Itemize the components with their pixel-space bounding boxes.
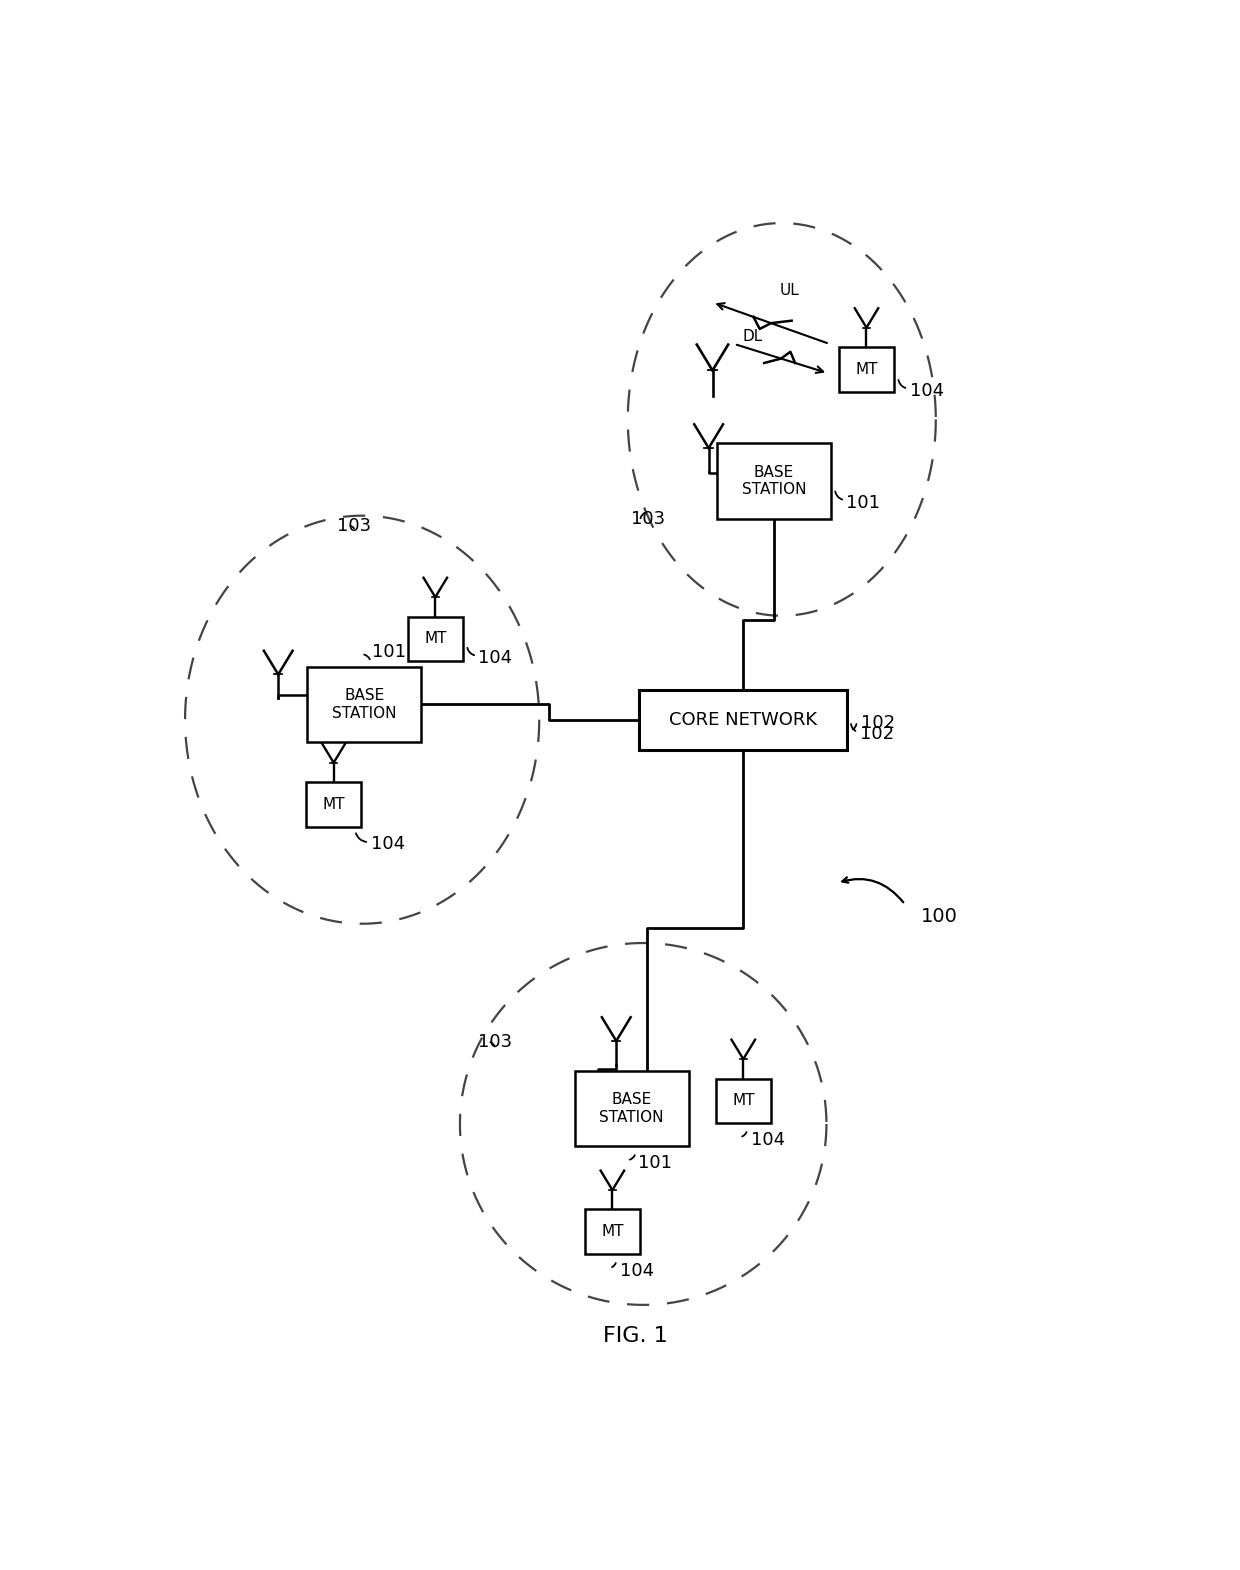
Bar [715,1079,771,1123]
Text: FIG. 1: FIG. 1 [603,1325,668,1345]
Text: MT: MT [601,1225,624,1239]
Text: BASE
STATION: BASE STATION [599,1093,663,1124]
Bar [585,1209,640,1254]
Text: DL: DL [743,328,763,344]
Bar [640,689,847,750]
Text: 104: 104 [910,382,944,400]
Text: UL: UL [780,283,800,298]
Bar [408,617,463,661]
Text: MT: MT [732,1093,755,1108]
Text: MT: MT [856,361,878,377]
Text: 104: 104 [371,835,404,853]
Text: 100: 100 [920,906,957,926]
Bar [308,667,422,743]
Bar [574,1071,688,1146]
Text: MT: MT [322,798,345,812]
Text: MT: MT [424,631,446,647]
Text: 104: 104 [620,1262,655,1280]
Text: 103: 103 [631,510,665,529]
Text: 103: 103 [479,1033,512,1050]
Text: 101: 101 [372,644,407,661]
Bar [306,782,361,827]
Text: 101: 101 [637,1154,672,1173]
Bar [838,347,894,391]
Text: 104: 104 [751,1130,785,1149]
Text: 102: 102 [861,714,895,732]
Text: 103: 103 [337,517,371,535]
Text: 104: 104 [479,648,512,667]
Text: 101: 101 [847,493,880,512]
Text: BASE
STATION: BASE STATION [332,688,397,721]
Text: BASE
STATION: BASE STATION [742,465,806,498]
Text: CORE NETWORK: CORE NETWORK [670,711,817,728]
Text: 102: 102 [861,725,894,743]
Bar [717,443,831,518]
